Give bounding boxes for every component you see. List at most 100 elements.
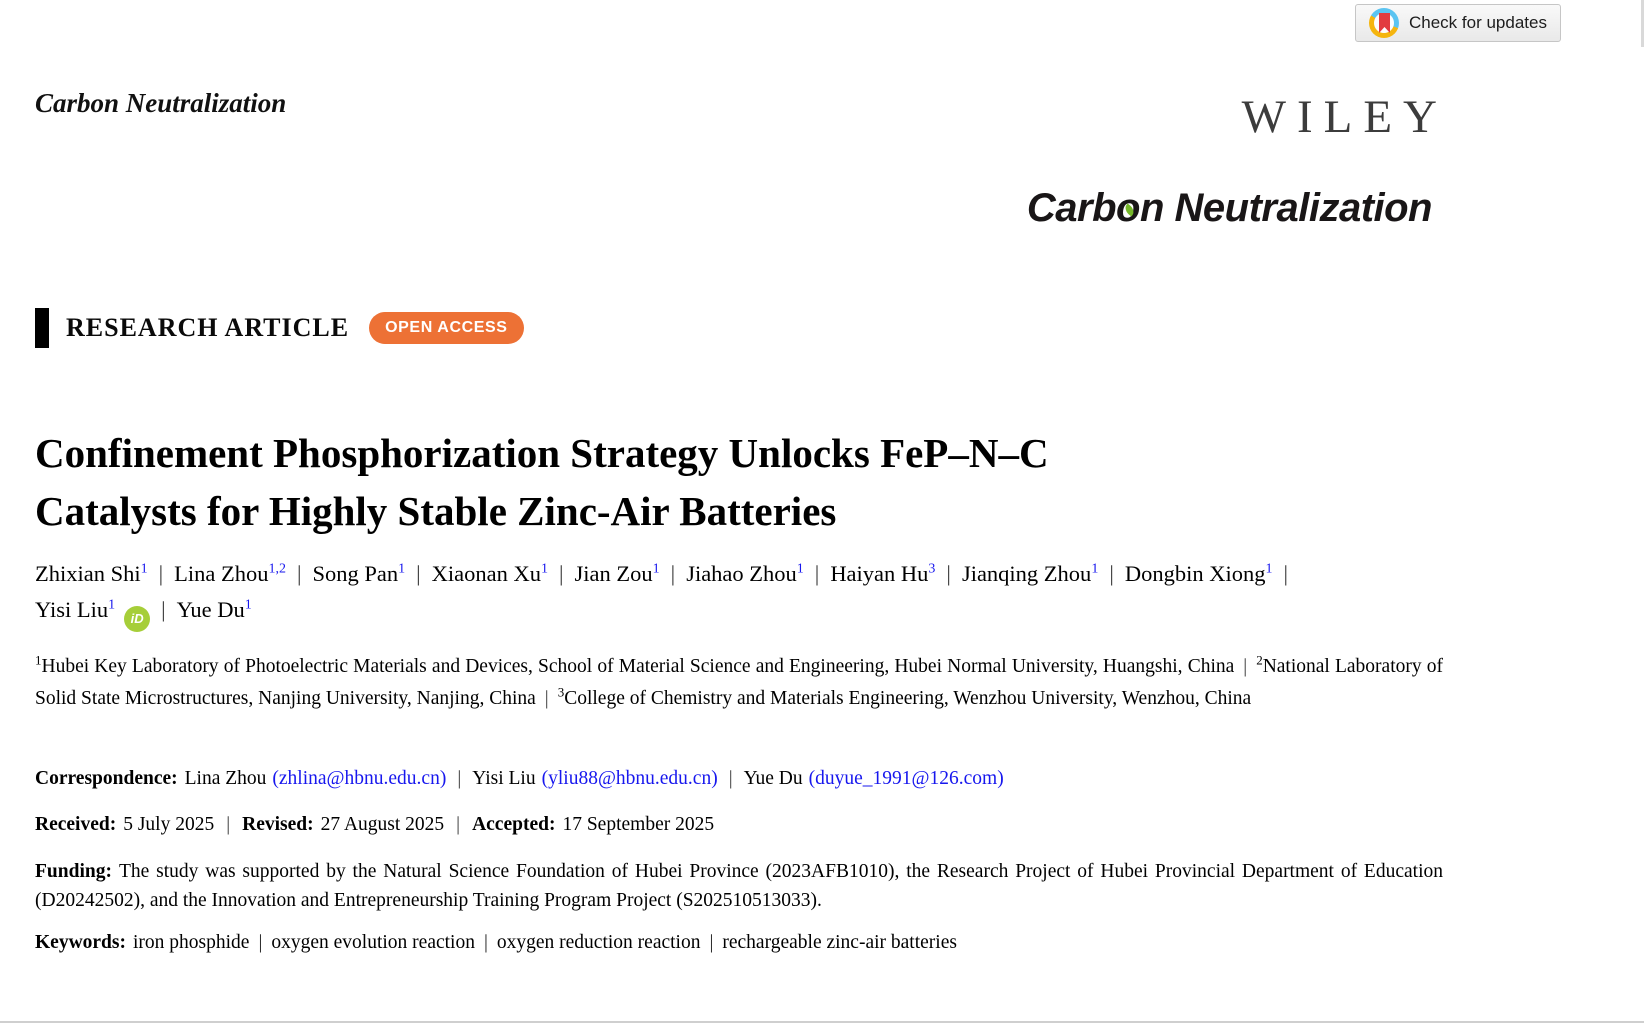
author-name: Lina Zhou	[174, 561, 269, 586]
author: Jian Zou1 |	[575, 556, 687, 592]
author: Haiyan Hu3 |	[830, 556, 962, 592]
keyword: iron phosphide	[133, 932, 250, 953]
contact-name: Yue Du	[743, 768, 803, 789]
author-name: Jianqing Zhou	[961, 561, 1092, 586]
affiliations: 1Hubei Key Laboratory of Photoelectric M…	[35, 650, 1443, 715]
funding-statement: Funding: The study was supported by the N…	[35, 858, 1443, 915]
correspondence-line: Correspondence: Lina Zhou (zhlina@hbnu.edu…	[35, 768, 1443, 790]
author-name: Jian Zou	[574, 561, 653, 586]
author-separator: |	[670, 561, 676, 586]
date-value: 17 September 2025	[562, 814, 715, 835]
author-name: Dongbin Xiong	[1124, 561, 1266, 586]
date-value: 5 July 2025	[123, 814, 215, 835]
author-affil-sup: 3	[928, 561, 936, 577]
crossmark-icon	[1369, 8, 1399, 38]
affiliation-separator: |	[1243, 655, 1248, 677]
affiliation: 2National Laboratory of Solid State Micr…	[35, 652, 1443, 709]
date-label: Accepted:	[472, 814, 556, 835]
keyword-separator: |	[258, 932, 263, 953]
keywords-label: Keywords:	[35, 932, 126, 953]
date-item: Accepted: 17 September 2025	[472, 814, 714, 835]
date-separator: |	[456, 814, 461, 835]
date-value: 27 August 2025	[320, 814, 445, 835]
contact-name: Lina Zhou	[184, 768, 267, 789]
orcid-icon[interactable]: iD	[124, 605, 151, 632]
correspondence-separator: |	[457, 768, 462, 789]
author-separator: |	[559, 561, 564, 586]
author-name: Yue Du	[176, 597, 245, 623]
date-item: Revised: 27 August 2025	[242, 814, 444, 835]
journal-logo-text: Carb	[1026, 186, 1117, 230]
contact-email-link[interactable]: (duyue_1991@126.com)	[808, 768, 1004, 789]
author-separator: |	[416, 561, 421, 586]
check-for-updates-label: Check for updates	[1409, 13, 1547, 32]
author-affil-sup: 1,2	[268, 561, 287, 577]
viewport-right-edge	[1641, 0, 1644, 47]
funding-text: The study was supported by the Natural S…	[35, 861, 1443, 911]
funding-label: Funding:	[35, 861, 112, 882]
crossmark-bookmark	[1379, 13, 1390, 33]
wiley-logo: WILEY	[1241, 91, 1448, 143]
author: Xiaonan Xu1 |	[432, 556, 575, 592]
keyword-separator: |	[483, 932, 488, 953]
correspondence-contact: Lina Zhou (zhlina@hbnu.edu.cn)	[185, 768, 447, 789]
author-affil-sup: 1	[1091, 561, 1099, 577]
affiliation-separator: |	[544, 687, 549, 709]
journal-logo-o: o	[1116, 186, 1140, 231]
author-name: Yisi Liu	[35, 597, 109, 623]
author-name: Song Pan	[312, 561, 399, 586]
author-name: Haiyan Hu	[830, 561, 929, 586]
author-affil-sup: 1	[796, 561, 804, 577]
article-title-line1: Confinement Phosphorization Strategy Unl…	[35, 430, 1049, 476]
affiliation-text: Hubei Key Laboratory of Photoelectric Ma…	[41, 655, 1235, 677]
date-label: Received:	[35, 814, 117, 835]
author: Yisi Liu1 iD |	[35, 592, 177, 632]
author-affil-sup: 1	[140, 561, 148, 577]
author-separator: |	[1109, 561, 1114, 586]
affiliation-sup: 1	[35, 652, 42, 667]
open-access-badge: OPEN ACCESS	[369, 312, 524, 344]
correspondence-contact: Yisi Liu (yliu88@hbnu.edu.cn)	[472, 768, 717, 789]
author-separator: |	[814, 561, 820, 586]
author: Dongbin Xiong1 |	[1125, 556, 1299, 592]
affiliation-text: College of Chemistry and Materials Engin…	[564, 687, 1252, 709]
keyword-separator: |	[709, 932, 714, 953]
author-separator: |	[161, 597, 166, 623]
contact-email-link[interactable]: (zhlina@hbnu.edu.cn)	[272, 768, 447, 789]
author-name: Jiahao Zhou	[686, 561, 797, 586]
affiliation-sup: 3	[557, 684, 565, 700]
correspondence-contact: Yue Du (duyue_1991@126.com)	[744, 768, 1004, 789]
date-item: Received: 5 July 2025	[35, 814, 214, 835]
author: Jianqing Zhou1 |	[962, 556, 1125, 592]
affiliation: 3College of Chemistry and Materials Engi…	[558, 684, 1252, 709]
journal-running-head: Carbon Neutralization	[35, 88, 287, 118]
page-bottom-edge	[0, 1021, 1644, 1023]
check-for-updates-button[interactable]: Check for updates	[1355, 4, 1561, 42]
author-separator: |	[158, 561, 164, 586]
correspondence-separator: |	[728, 768, 733, 789]
keyword: oxygen reduction reaction	[496, 932, 701, 953]
author-affil-sup: 1	[1265, 561, 1273, 577]
correspondence-label: Correspondence:	[35, 768, 178, 789]
author: Yue Du1	[177, 592, 252, 628]
keyword: rechargeable zinc-air batteries	[722, 932, 957, 953]
author: Zhixian Shi1 |	[35, 556, 174, 592]
author-name: Zhixian Shi	[35, 561, 141, 586]
author-separator: |	[297, 561, 302, 586]
author-affil-sup: 1	[108, 597, 116, 613]
article-title: Confinement Phosphorization Strategy Unl…	[35, 424, 1455, 540]
history-dates-line: Received: 5 July 2025 | Revised: 27 August 2…	[35, 814, 714, 836]
affiliation: 1Hubei Key Laboratory of Photoelectric M…	[35, 652, 1235, 677]
journal-logo: Carbon Neutralization	[1026, 186, 1433, 231]
author-affil-sup: 1	[244, 597, 252, 613]
keywords-line: Keywords: iron phosphide | oxygen evolution…	[35, 932, 1443, 954]
affiliation-text: National Laboratory of Solid State Micro…	[35, 655, 1443, 709]
journal-logo-text: n Neutralization	[1139, 186, 1433, 230]
article-type-label: RESEARCH ARTICLE	[66, 313, 350, 342]
article-type-row: RESEARCH ARTICLE OPEN ACCESS	[35, 308, 524, 348]
contact-email-link[interactable]: (yliu88@hbnu.edu.cn)	[541, 768, 718, 789]
author: Jiahao Zhou1 |	[686, 556, 830, 592]
article-type-bar	[35, 308, 49, 348]
date-label: Revised:	[242, 814, 314, 835]
